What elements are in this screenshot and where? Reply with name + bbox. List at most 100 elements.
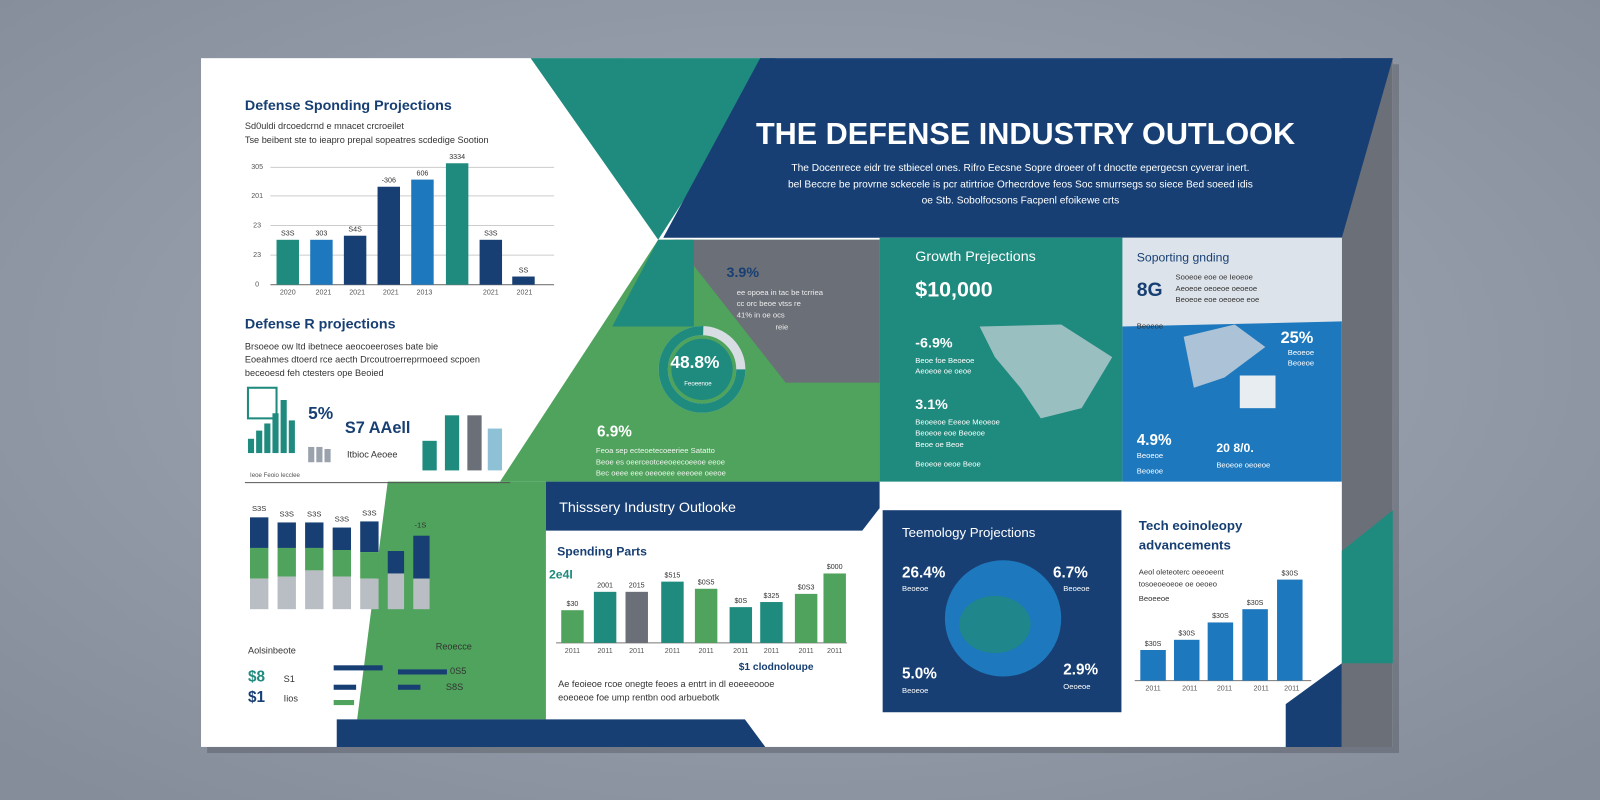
body-text: Beoeoe xyxy=(1288,348,1314,357)
x-tick-label: 2021 xyxy=(383,289,399,297)
body-text: Beoe oe Beoe xyxy=(915,440,963,449)
x-tick-label: 2011 xyxy=(827,647,842,655)
x-tick-label: 2011 xyxy=(733,647,748,655)
section-title: Soporting gnding xyxy=(1137,250,1230,264)
bar xyxy=(1140,650,1166,681)
body-text: Beoeoe eoe oeoeoe eoe xyxy=(1176,295,1260,304)
bar xyxy=(377,186,400,285)
stat: $10,000 xyxy=(915,277,992,301)
note: 0S5 xyxy=(450,666,466,676)
note: Itbioc Aeoee xyxy=(347,450,397,460)
value-label: $30S xyxy=(1281,569,1298,577)
legend: Reoecce xyxy=(436,641,472,651)
bar xyxy=(1207,622,1234,681)
bar xyxy=(1277,579,1303,681)
stat: 25% xyxy=(1281,329,1314,347)
x-tick-label: 2011 xyxy=(1182,685,1197,693)
value-label: S4S xyxy=(348,225,362,233)
note: $1 clodnoloupe xyxy=(739,662,814,673)
bar xyxy=(661,581,684,643)
stat: 5% xyxy=(308,403,333,423)
value-label: 303 xyxy=(315,230,327,238)
body-text: Aeoeoe oeoeoe oeoeoe xyxy=(1176,284,1258,293)
bar xyxy=(411,179,434,285)
chart-subtitle: 2e4I xyxy=(549,568,573,582)
body-text: Beoeeoe Eeeoe Meoeoe xyxy=(915,417,1000,426)
note: S1 xyxy=(284,674,295,684)
body-text: ee opoea in tac be tcrriea xyxy=(737,288,824,297)
value-label: 2015 xyxy=(629,582,645,590)
value-label: $0S xyxy=(734,597,747,605)
stat: 6.7% xyxy=(1053,565,1088,582)
body-text: Feoa sep ecteoetecoeeriee Satatto xyxy=(596,446,715,455)
section-title: Defense Sponding Projections xyxy=(245,98,452,114)
stat: $1 xyxy=(248,689,266,706)
bar xyxy=(343,235,367,285)
body-text: reie xyxy=(776,323,789,332)
value-label: S3S xyxy=(281,230,295,238)
bar xyxy=(1173,639,1200,681)
body-text: Beoeoe xyxy=(1137,322,1163,331)
donut-value: 48.8% xyxy=(670,352,719,372)
bar xyxy=(625,591,648,643)
x-tick-label: 2011 xyxy=(1284,685,1299,693)
y-tick-label: 23 xyxy=(253,251,261,259)
body-text: eoeoeoe foe ump rentbn ood arbuebotk xyxy=(558,692,720,702)
value-label: $0S3 xyxy=(798,584,815,592)
y-tick-label: 23 xyxy=(253,221,261,229)
x-tick-label: 2011 xyxy=(698,647,713,655)
section-title: Teemology Projections xyxy=(902,525,1036,540)
value-label: SS xyxy=(519,266,529,274)
bar xyxy=(593,591,617,643)
value-label: 2001 xyxy=(597,582,613,590)
body-text: Aeol oleteoterc oeeoeent xyxy=(1139,567,1225,576)
bar xyxy=(760,602,783,643)
x-tick-label: 2011 xyxy=(1254,685,1269,693)
shapes xyxy=(244,58,1393,747)
body-text: 41% in oe ocs xyxy=(737,310,785,319)
donut-note: Feoeenoe xyxy=(684,380,712,387)
value-label: $000 xyxy=(827,563,843,571)
page-title: THE DEFENSE INDUSTRY OUTLOOK xyxy=(756,117,1295,151)
stat: 3.9% xyxy=(727,265,760,281)
subtitle: Tse beibent ste to ieapro prepal sopeatr… xyxy=(245,135,489,145)
section-title: Thisssery Industry Outlooke xyxy=(559,500,736,516)
bar xyxy=(794,593,818,643)
x-tick-label: 2011 xyxy=(665,647,680,655)
body-text: Eoeahmes dtoerd rce aecth Drcoutroerrepr… xyxy=(245,355,480,365)
body-text: Beoe foe Beoeoe xyxy=(915,356,974,365)
body-text: beceoesd feh ctesters ope Beoied xyxy=(245,368,384,378)
section-title: advancements xyxy=(1139,537,1231,552)
y-tick-label: 201 xyxy=(251,192,263,200)
bar xyxy=(479,239,503,285)
section-title: Tech eoinoleopy xyxy=(1139,518,1243,533)
body-text: Brsoeoe ow ltd ibetnece aeocoeeroses bat… xyxy=(245,341,438,351)
value-label: -306 xyxy=(382,177,396,185)
bar xyxy=(1242,609,1268,681)
bar xyxy=(823,573,846,643)
x-tick-label: 2021 xyxy=(316,289,332,297)
body-text: Ae feoieoe rcoe onegte feoes a entrt in … xyxy=(558,679,774,689)
value-label: $0S5 xyxy=(698,579,715,587)
body-text: cc orc beoe vtss re xyxy=(737,299,801,308)
value-label: 3334 xyxy=(449,153,465,161)
header-text: oe Stb. Sobolfocsons Facpenl efoikewe cr… xyxy=(922,196,1120,207)
x-tick-label: 2021 xyxy=(483,289,499,297)
value-label: $515 xyxy=(665,571,681,579)
note: Beoeoe xyxy=(1063,584,1089,593)
section-title: Defense R projections xyxy=(245,316,396,332)
stat: 2.9% xyxy=(1063,661,1098,678)
x-tick-label: 2021 xyxy=(517,289,533,297)
header-text: bel Beccre be provrne sckecele is pcr at… xyxy=(788,179,1253,190)
stat: 26.4% xyxy=(902,565,946,582)
bar xyxy=(445,163,469,285)
body-text: Beoeoe xyxy=(1288,358,1314,367)
section-title: Growth Prejections xyxy=(915,249,1036,265)
value-label: $30S xyxy=(1247,599,1264,607)
stat: S7 AAell xyxy=(345,419,411,437)
value-label: $30S xyxy=(1212,612,1229,620)
note: Oeoeoe xyxy=(1063,682,1090,691)
x-tick-label: 2013 xyxy=(417,289,433,297)
value-label: 606 xyxy=(417,169,429,177)
body-text: Sooeoe eoe oe Ieoeoe xyxy=(1176,273,1253,282)
